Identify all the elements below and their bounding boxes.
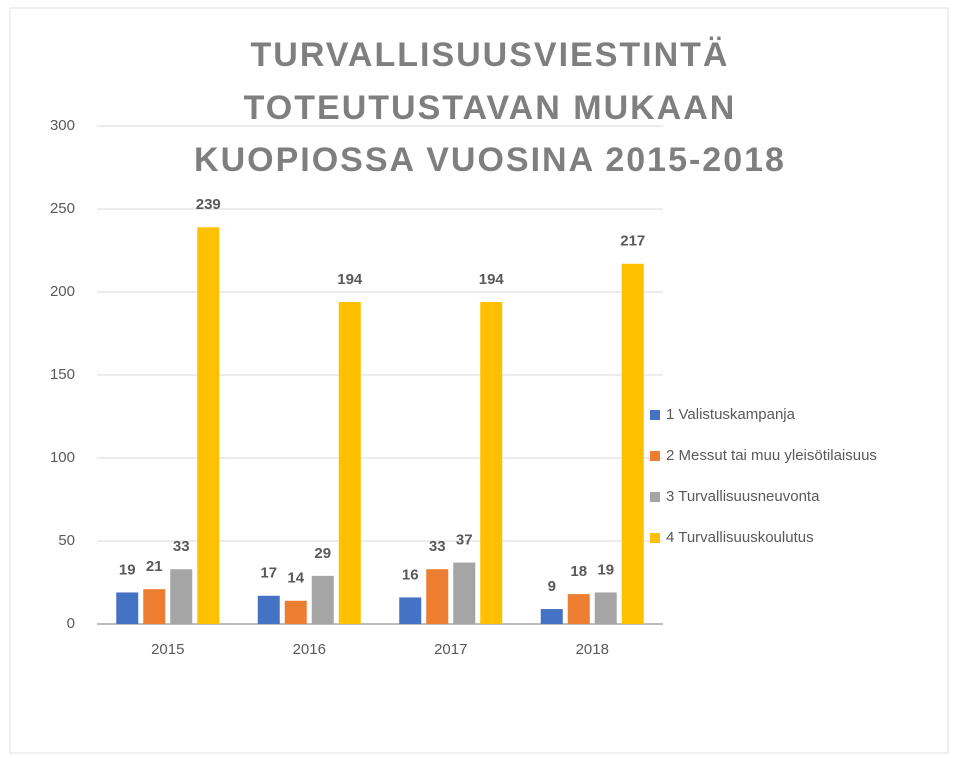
chart-title: TURVALLISUUSVIESTINTÄ [251, 36, 730, 74]
value-label: 33 [173, 538, 190, 555]
bar [540, 609, 563, 624]
bar [257, 595, 280, 624]
value-label: 16 [402, 566, 419, 583]
value-label: 33 [429, 538, 446, 555]
value-label: 19 [597, 561, 614, 578]
value-label: 19 [119, 561, 136, 578]
legend-swatch [650, 451, 660, 461]
bar [116, 592, 139, 624]
y-tick-label: 0 [67, 615, 75, 632]
chart-title: KUOPIOSSA VUOSINA 2015-2018 [194, 141, 786, 179]
y-tick-label: 50 [58, 532, 75, 549]
bar [338, 301, 361, 624]
bar [594, 592, 617, 624]
legend-swatch [650, 410, 660, 420]
value-label: 217 [620, 233, 645, 250]
value-label: 239 [196, 196, 221, 213]
value-label: 194 [337, 271, 363, 288]
legend-label: 4 Turvallisuuskoulutus [666, 529, 814, 546]
value-label: 21 [146, 558, 163, 575]
bar [399, 597, 422, 624]
value-label: 17 [260, 565, 277, 582]
legend-label: 2 Messut tai muu yleisötilaisuus [666, 447, 877, 464]
y-tick-label: 150 [50, 366, 75, 383]
bar [197, 227, 220, 624]
x-tick-label: 2017 [434, 641, 467, 658]
x-tick-label: 2018 [576, 641, 609, 658]
value-label: 194 [479, 271, 505, 288]
bar [621, 263, 644, 624]
frame [9, 7, 949, 754]
value-label: 14 [287, 570, 304, 587]
legend-label: 1 Valistuskampanja [666, 406, 796, 423]
bar [284, 600, 307, 624]
legend-swatch [650, 533, 660, 543]
bar [567, 594, 590, 624]
value-label: 9 [548, 578, 556, 595]
bar [143, 589, 166, 624]
bar [480, 301, 503, 624]
x-tick-label: 2016 [293, 641, 326, 658]
y-tick-label: 200 [50, 283, 75, 300]
x-tick-label: 2015 [151, 641, 184, 658]
y-tick-label: 100 [50, 449, 75, 466]
bar [311, 575, 334, 624]
bar [426, 569, 449, 624]
legend-swatch [650, 492, 660, 502]
y-tick-label: 300 [50, 117, 75, 134]
value-label: 37 [456, 532, 473, 549]
y-tick-label: 250 [50, 200, 75, 217]
legend-label: 3 Turvallisuusneuvonta [666, 488, 820, 505]
bar [453, 562, 476, 624]
bar [170, 569, 193, 624]
chart-title: TOTEUTUSTAVAN MUKAAN [244, 89, 737, 127]
value-label: 18 [570, 563, 587, 580]
value-label: 29 [314, 545, 331, 562]
